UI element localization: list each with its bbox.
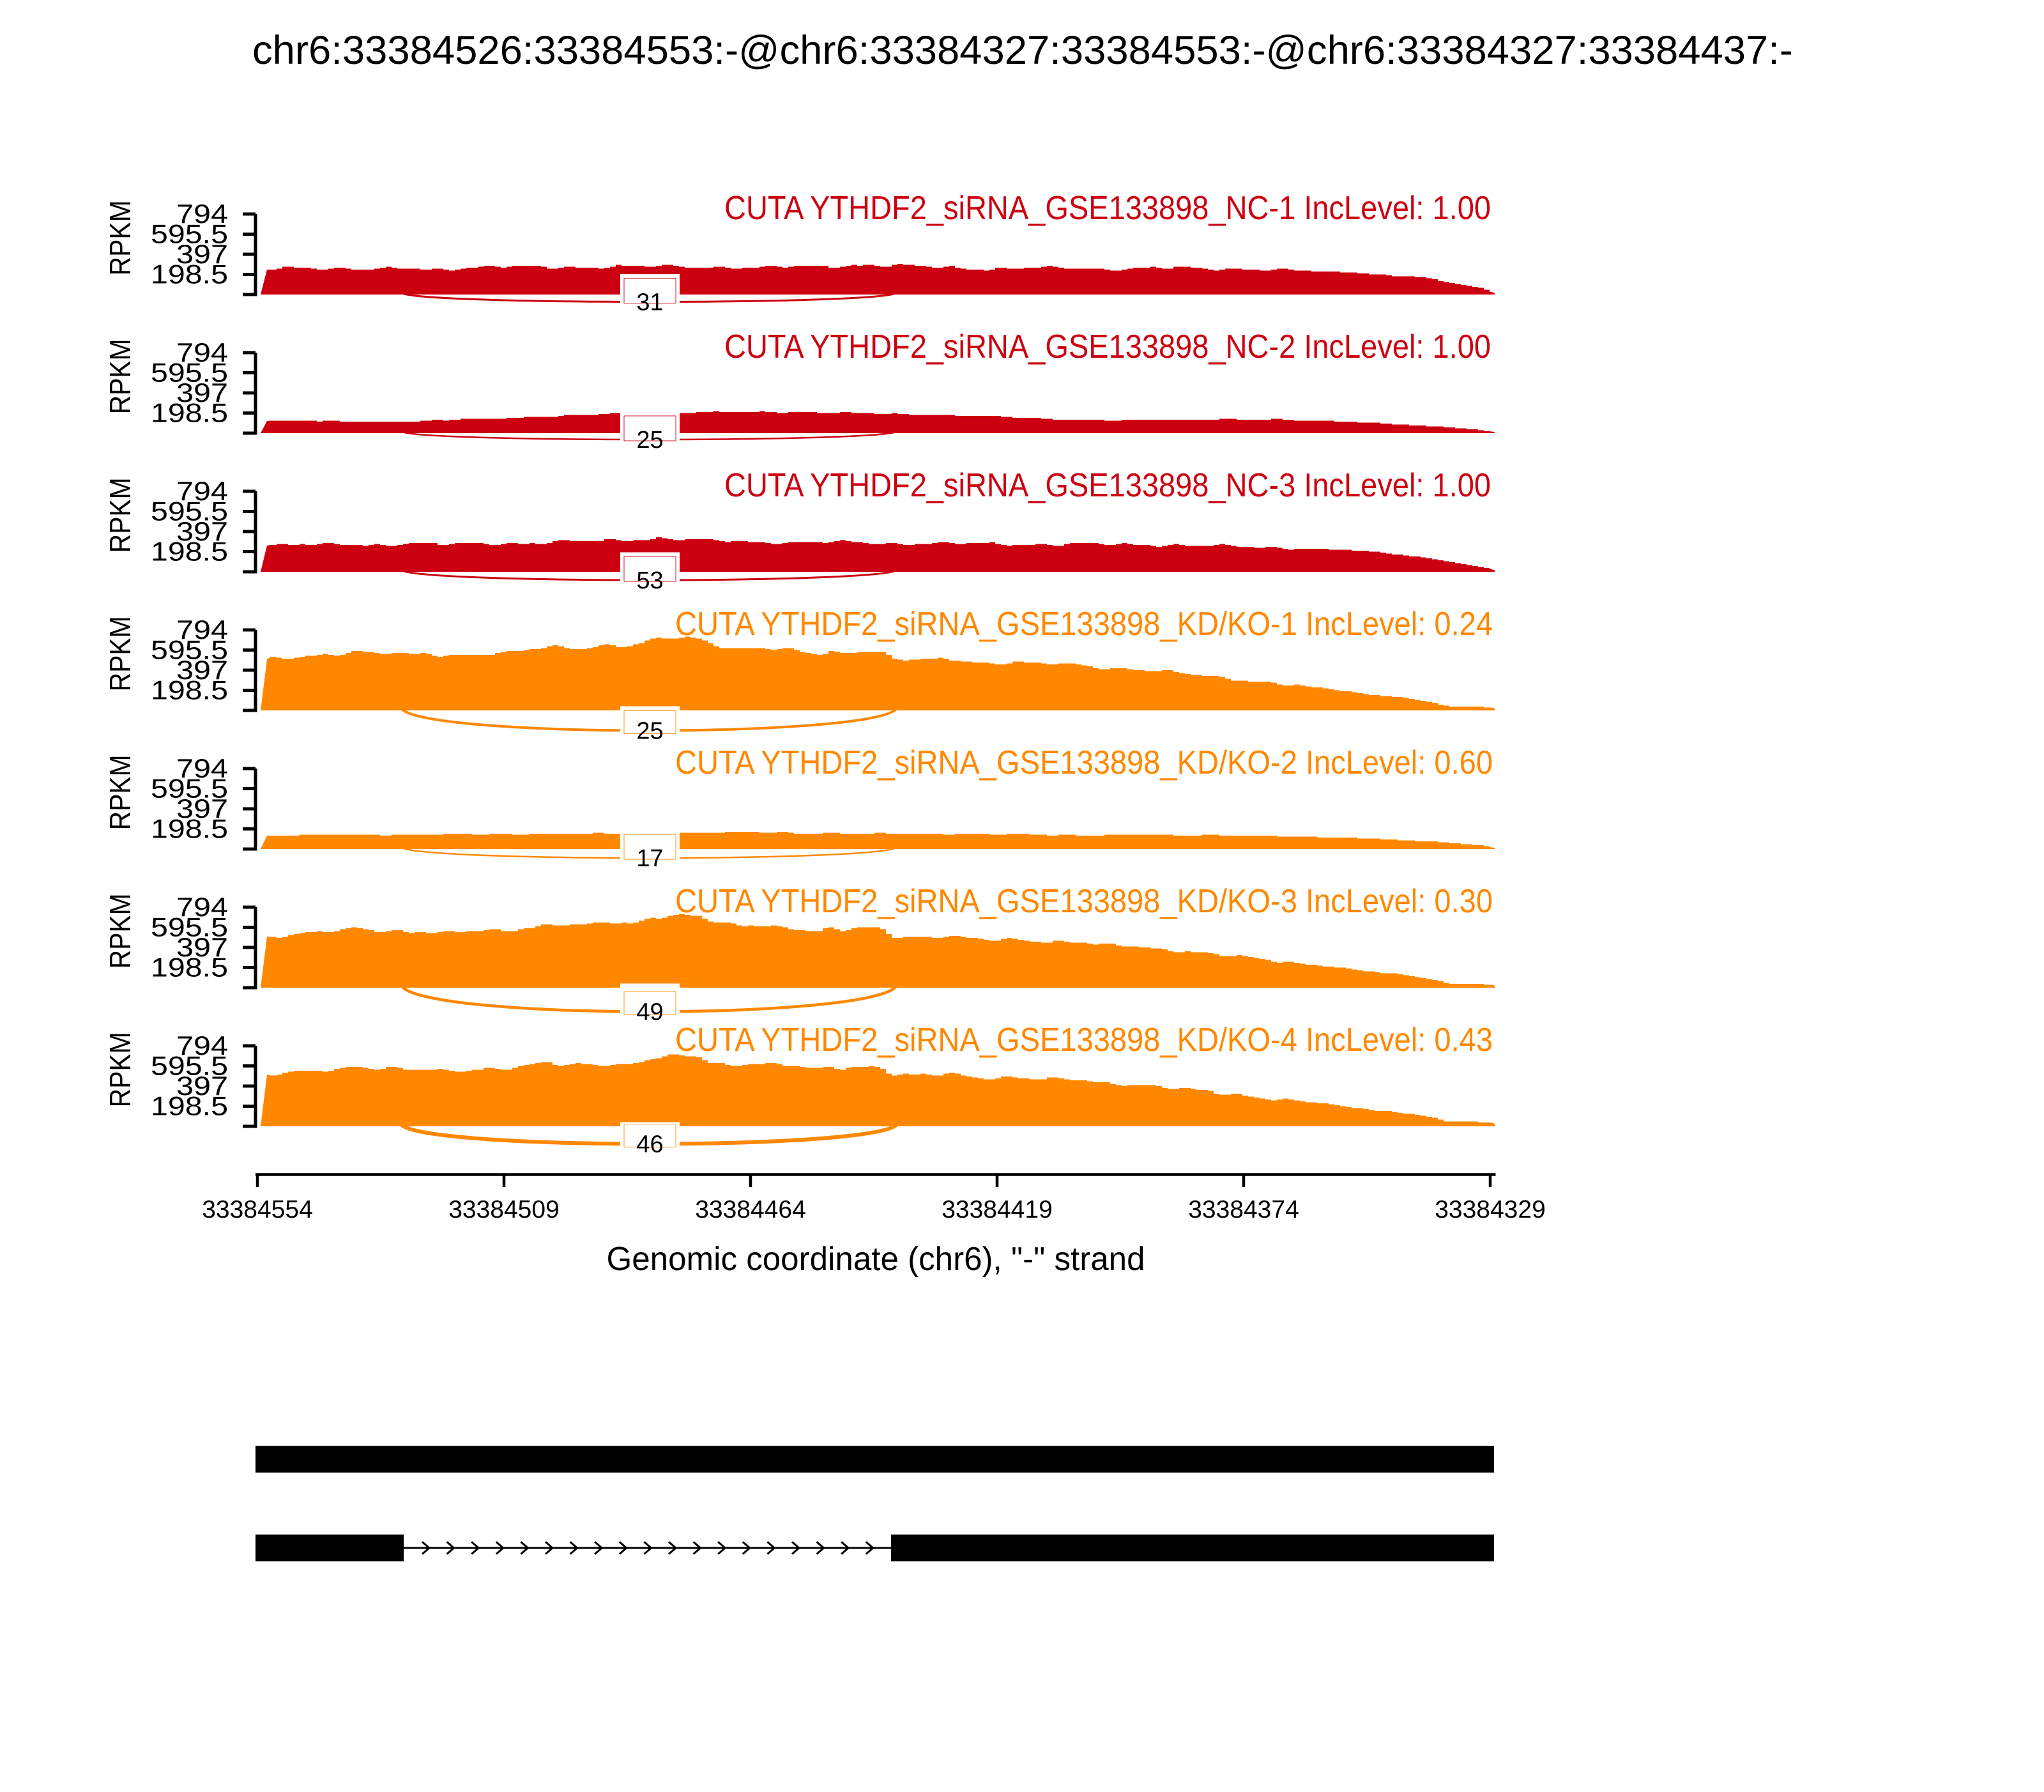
svg-text:31: 31: [636, 289, 663, 316]
svg-text:595.5: 595.5: [151, 358, 228, 388]
svg-text:595.5: 595.5: [151, 1051, 228, 1081]
svg-text:46: 46: [636, 1131, 663, 1158]
svg-text:198.5: 198.5: [151, 675, 228, 705]
svg-text:RPKM: RPKM: [103, 339, 137, 414]
svg-text:CUTA YTHDF2_siRNA_GSE133898_KD: CUTA YTHDF2_siRNA_GSE133898_KD/KO-1 IncL…: [675, 606, 1493, 643]
svg-text:33384464: 33384464: [695, 1196, 806, 1223]
svg-text:CUTA YTHDF2_siRNA_GSE133898_NC: CUTA YTHDF2_siRNA_GSE133898_NC-1 IncLeve…: [724, 190, 1491, 227]
svg-text:794: 794: [176, 615, 228, 645]
svg-text:33384374: 33384374: [1188, 1196, 1299, 1223]
svg-text:198.5: 198.5: [151, 259, 228, 289]
svg-text:397: 397: [176, 655, 228, 685]
svg-text:33384509: 33384509: [448, 1196, 560, 1223]
svg-text:198.5: 198.5: [151, 537, 228, 567]
svg-text:33384419: 33384419: [942, 1196, 1053, 1223]
svg-text:794: 794: [176, 337, 228, 367]
svg-text:17: 17: [636, 845, 663, 872]
svg-text:CUTA YTHDF2_siRNA_GSE133898_NC: CUTA YTHDF2_siRNA_GSE133898_NC-2 IncLeve…: [724, 328, 1491, 365]
svg-text:198.5: 198.5: [151, 814, 228, 844]
svg-text:RPKM: RPKM: [103, 893, 137, 969]
svg-text:397: 397: [176, 793, 228, 823]
svg-text:33384554: 33384554: [202, 1196, 313, 1223]
svg-text:RPKM: RPKM: [103, 477, 137, 553]
svg-text:CUTA YTHDF2_siRNA_GSE133898_KD: CUTA YTHDF2_siRNA_GSE133898_KD/KO-3 IncL…: [675, 883, 1493, 920]
svg-text:595.5: 595.5: [151, 912, 228, 942]
svg-text:RPKM: RPKM: [103, 754, 137, 830]
svg-text:595.5: 595.5: [151, 774, 228, 804]
svg-text:794: 794: [176, 753, 228, 783]
svg-text:25: 25: [636, 427, 663, 454]
svg-text:CUTA YTHDF2_siRNA_GSE133898_KD: CUTA YTHDF2_siRNA_GSE133898_KD/KO-2 IncL…: [675, 744, 1493, 781]
svg-text:595.5: 595.5: [151, 496, 228, 526]
svg-text:794: 794: [176, 1030, 228, 1061]
svg-text:198.5: 198.5: [151, 1091, 228, 1121]
svg-text:198.5: 198.5: [151, 953, 228, 983]
svg-text:CUTA YTHDF2_siRNA_GSE133898_NC: CUTA YTHDF2_siRNA_GSE133898_NC-3 IncLeve…: [724, 467, 1491, 504]
svg-text:794: 794: [176, 199, 228, 229]
svg-text:794: 794: [176, 892, 228, 922]
svg-text:RPKM: RPKM: [103, 616, 137, 691]
svg-text:198.5: 198.5: [151, 398, 228, 428]
svg-text:Genomic coordinate (chr6), "-": Genomic coordinate (chr6), "-" strand: [607, 1241, 1145, 1278]
svg-text:RPKM: RPKM: [103, 200, 137, 275]
svg-text:33384329: 33384329: [1435, 1196, 1546, 1223]
svg-text:397: 397: [176, 378, 228, 408]
svg-text:397: 397: [176, 516, 228, 546]
svg-text:397: 397: [176, 239, 228, 269]
svg-text:53: 53: [636, 567, 663, 594]
svg-text:595.5: 595.5: [151, 635, 228, 665]
svg-text:794: 794: [176, 476, 228, 506]
svg-text:CUTA YTHDF2_siRNA_GSE133898_KD: CUTA YTHDF2_siRNA_GSE133898_KD/KO-4 IncL…: [675, 1022, 1493, 1059]
svg-text:397: 397: [176, 1071, 228, 1101]
svg-text:49: 49: [636, 999, 663, 1026]
svg-text:25: 25: [636, 718, 663, 745]
svg-text:397: 397: [176, 932, 228, 962]
svg-text:chr6:33384526:33384553:-@chr6:: chr6:33384526:33384553:-@chr6:33384327:3…: [252, 28, 1793, 73]
svg-text:595.5: 595.5: [151, 219, 228, 249]
svg-text:RPKM: RPKM: [103, 1032, 137, 1107]
